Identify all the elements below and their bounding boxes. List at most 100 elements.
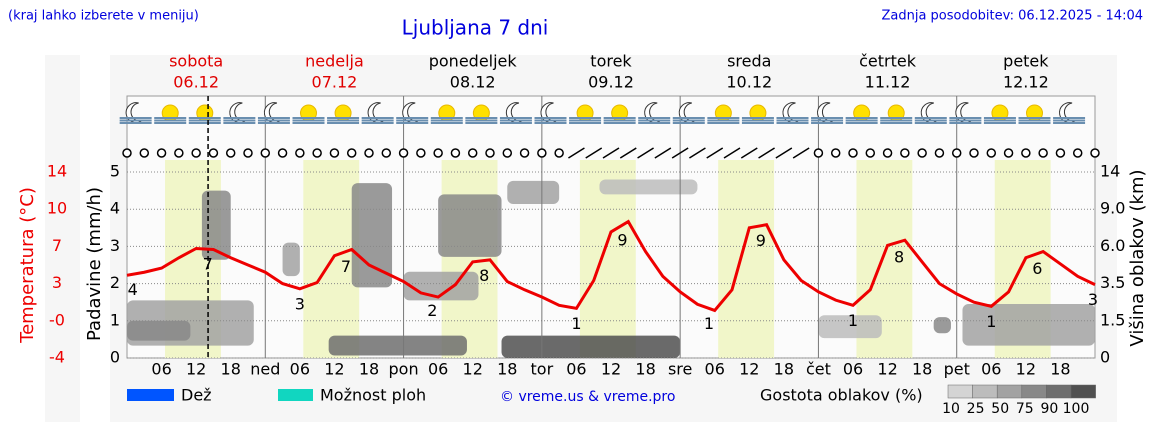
day-date: 09.12 bbox=[588, 73, 634, 92]
x-tick-label: 18 bbox=[359, 360, 379, 379]
calm-wind bbox=[277, 148, 288, 158]
calm-wind bbox=[537, 148, 547, 158]
cloud-tick-label: 6.0 bbox=[1100, 236, 1125, 255]
day-date: 06.12 bbox=[173, 73, 219, 92]
layers: 012345-4-037101401.53.56.09.014Temperatu… bbox=[17, 52, 1148, 418]
x-tick-label: 06 bbox=[428, 360, 448, 379]
calm-wind bbox=[346, 148, 357, 158]
temp-extreme-label: 1 bbox=[571, 314, 581, 333]
credit: © vreme.us & vreme.pro bbox=[500, 389, 675, 405]
x-tick-label: 06 bbox=[981, 360, 1001, 379]
daylight-band bbox=[718, 160, 775, 358]
left-strip bbox=[45, 55, 80, 422]
calm-wind bbox=[381, 148, 392, 158]
legend-swatch bbox=[127, 389, 174, 401]
x-tick-label: 12 bbox=[1016, 360, 1036, 379]
temp-extreme-label: 2 bbox=[427, 301, 437, 320]
hint: (kraj lahko izberete v meniju) bbox=[8, 9, 199, 24]
temp-extreme-label: 3 bbox=[1088, 290, 1098, 309]
wind-barb bbox=[706, 147, 724, 159]
x-tick-label: 18 bbox=[774, 360, 794, 379]
temp-tick-label: 7 bbox=[52, 236, 62, 255]
wind-barb bbox=[637, 147, 654, 159]
temp-extreme-label: 4 bbox=[128, 280, 138, 299]
temp-axis-title: Temperatura (°C) bbox=[17, 187, 38, 344]
x-tick-label: 18 bbox=[1050, 360, 1070, 379]
calm-wind bbox=[450, 148, 461, 158]
cloud-tick-label: 3.5 bbox=[1100, 273, 1125, 292]
temp-extreme-label: 8 bbox=[479, 266, 489, 285]
cloud-tick-label: 0 bbox=[1100, 348, 1110, 367]
wind-barb bbox=[671, 147, 689, 159]
temp-extreme-label: 8 bbox=[894, 247, 904, 266]
temp-extreme-label: 1 bbox=[704, 314, 714, 333]
calm-wind bbox=[156, 148, 167, 158]
calm-wind bbox=[260, 148, 271, 158]
density-swatch bbox=[1070, 384, 1096, 399]
calm-wind bbox=[485, 148, 495, 158]
cloud-axis-title: Višina oblakov (km) bbox=[1127, 169, 1148, 346]
calm-wind bbox=[848, 148, 858, 158]
precip-tick-label: 5 bbox=[110, 162, 120, 181]
precip-tick-label: 2 bbox=[110, 273, 120, 292]
legend-label: Dež bbox=[181, 386, 212, 405]
x-tick-label: 12 bbox=[324, 360, 344, 379]
wind-barb bbox=[568, 147, 585, 159]
calm-wind bbox=[900, 148, 910, 158]
x-tick-label: 18 bbox=[221, 360, 241, 379]
x-tick-label: 06 bbox=[566, 360, 586, 379]
calm-wind bbox=[882, 148, 893, 158]
calm-wind bbox=[554, 148, 564, 158]
calm-wind bbox=[986, 148, 997, 158]
calm-wind bbox=[1021, 148, 1031, 158]
day-name: četrtek bbox=[859, 52, 917, 71]
wind-barb bbox=[602, 147, 620, 159]
calm-wind bbox=[295, 148, 305, 158]
wind-barb bbox=[740, 147, 758, 159]
temp-tick-label: -4 bbox=[49, 348, 65, 367]
x-tick-label: 06 bbox=[843, 360, 863, 379]
density-label: 25 bbox=[967, 401, 985, 417]
calm-wind bbox=[243, 148, 253, 158]
calm-wind bbox=[191, 148, 201, 158]
x-tick-label: 06 bbox=[705, 360, 725, 379]
update-time: Zadnja posodobitev: 06.12.2025 - 14:04 bbox=[881, 9, 1143, 24]
density-label: 100 bbox=[1063, 401, 1090, 417]
day-name: sreda bbox=[727, 52, 771, 71]
cloud-layer bbox=[501, 335, 681, 358]
chart-title: Ljubljana 7 dni bbox=[402, 16, 549, 40]
x-tick-label: 12 bbox=[601, 360, 621, 379]
cloud-layer bbox=[201, 190, 231, 260]
day-name: ponedeljek bbox=[429, 52, 518, 71]
cloud-tick-label: 9.0 bbox=[1100, 199, 1125, 218]
legend-label: Možnost ploh bbox=[320, 386, 426, 405]
day-date: 07.12 bbox=[312, 73, 358, 92]
day-abbr: pet bbox=[944, 360, 970, 379]
x-tick-label: 12 bbox=[877, 360, 897, 379]
calm-wind bbox=[951, 148, 962, 158]
density-swatch bbox=[972, 384, 998, 399]
calm-wind bbox=[364, 148, 374, 158]
wind-barb bbox=[775, 147, 793, 159]
wind-barb bbox=[792, 147, 810, 159]
wind-barb bbox=[654, 147, 672, 159]
temperature-line bbox=[126, 219, 1096, 313]
temp-extreme-label: 1 bbox=[848, 311, 858, 330]
calm-wind bbox=[917, 148, 927, 158]
x-tick-label: 18 bbox=[912, 360, 932, 379]
day-date: 10.12 bbox=[726, 73, 772, 92]
density-label: 75 bbox=[1016, 401, 1034, 417]
temp-extreme-label: 7 bbox=[341, 257, 351, 276]
density-swatch bbox=[947, 384, 973, 399]
calm-wind bbox=[934, 148, 945, 158]
calm-wind bbox=[1072, 148, 1083, 158]
cloud-tick-label: 1.5 bbox=[1100, 310, 1125, 329]
calm-wind bbox=[1055, 148, 1066, 158]
day-name: petek bbox=[1003, 52, 1049, 71]
day-abbr: čet bbox=[806, 360, 831, 379]
temp-tick-label: 14 bbox=[47, 162, 67, 181]
temp-extreme-label: 3 bbox=[295, 294, 305, 313]
density-label: 10 bbox=[942, 401, 960, 417]
cloud-layer bbox=[282, 242, 300, 277]
